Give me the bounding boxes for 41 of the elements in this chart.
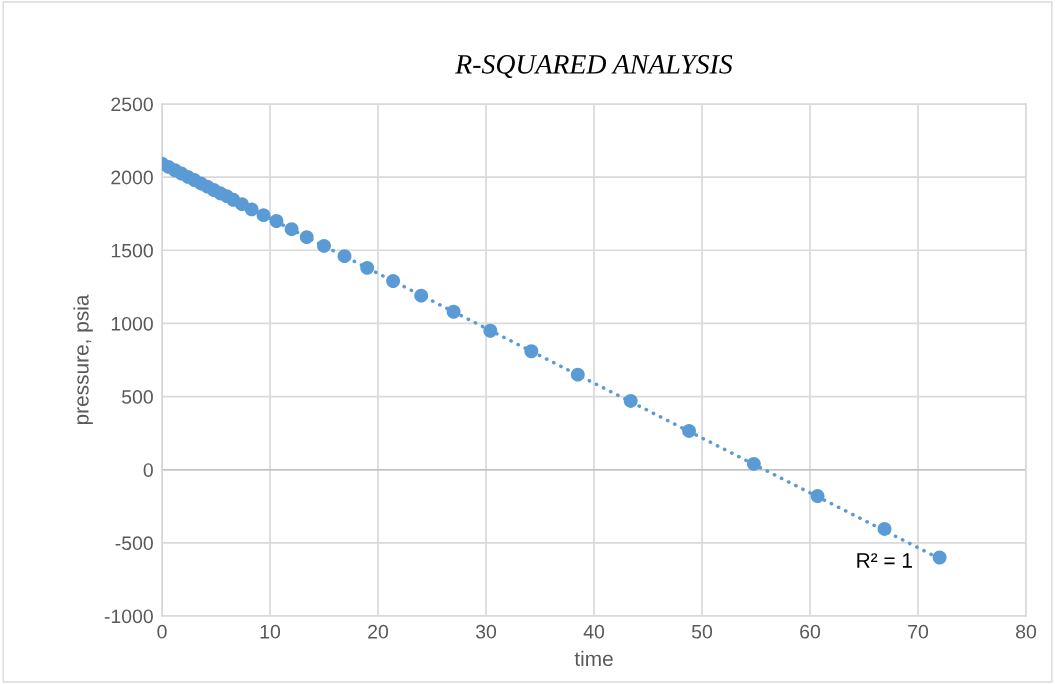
x-tick-label: 10 [260,624,281,639]
y-tick-label: -1000 [104,609,153,624]
point [810,489,825,503]
x-tick-label: 30 [475,624,497,639]
annotation: R² = 1 [857,553,912,568]
x-tick-label: 80 [1016,624,1037,639]
point [414,288,429,303]
y-tick-label: 2000 [111,170,153,185]
point [932,550,947,565]
point [256,208,271,223]
x-tick-label: 50 [691,624,713,639]
point [360,260,375,275]
x-axis-title: time [574,650,613,667]
point [284,222,299,237]
point [299,230,314,245]
point [746,456,761,471]
point [337,249,352,264]
y-tick-label: -500 [115,536,153,551]
point [317,238,331,253]
y-tick-label: 2500 [111,97,153,112]
x-tick-label: 40 [583,624,605,639]
y-tick-label: 500 [122,390,153,404]
point [877,522,892,536]
point [244,202,259,217]
y-tick-label: 0 [143,463,153,477]
point [570,367,585,382]
x-tick-label: 20 [368,624,389,639]
point [269,214,284,228]
y-tick-label: 1500 [111,243,153,258]
point [386,274,401,288]
point [682,424,696,438]
point [623,394,638,408]
x-tick-label: 0 [157,624,167,639]
point [524,344,539,359]
point [483,323,498,338]
x-tick-label: 70 [908,624,929,639]
chart-title: R-SQUARED ANALYSIS [455,55,733,78]
y-tick-label: 1000 [111,316,153,331]
y-axis-title: pressure, psia [73,294,93,425]
x-tick-label: 60 [800,624,821,639]
point [446,304,461,319]
